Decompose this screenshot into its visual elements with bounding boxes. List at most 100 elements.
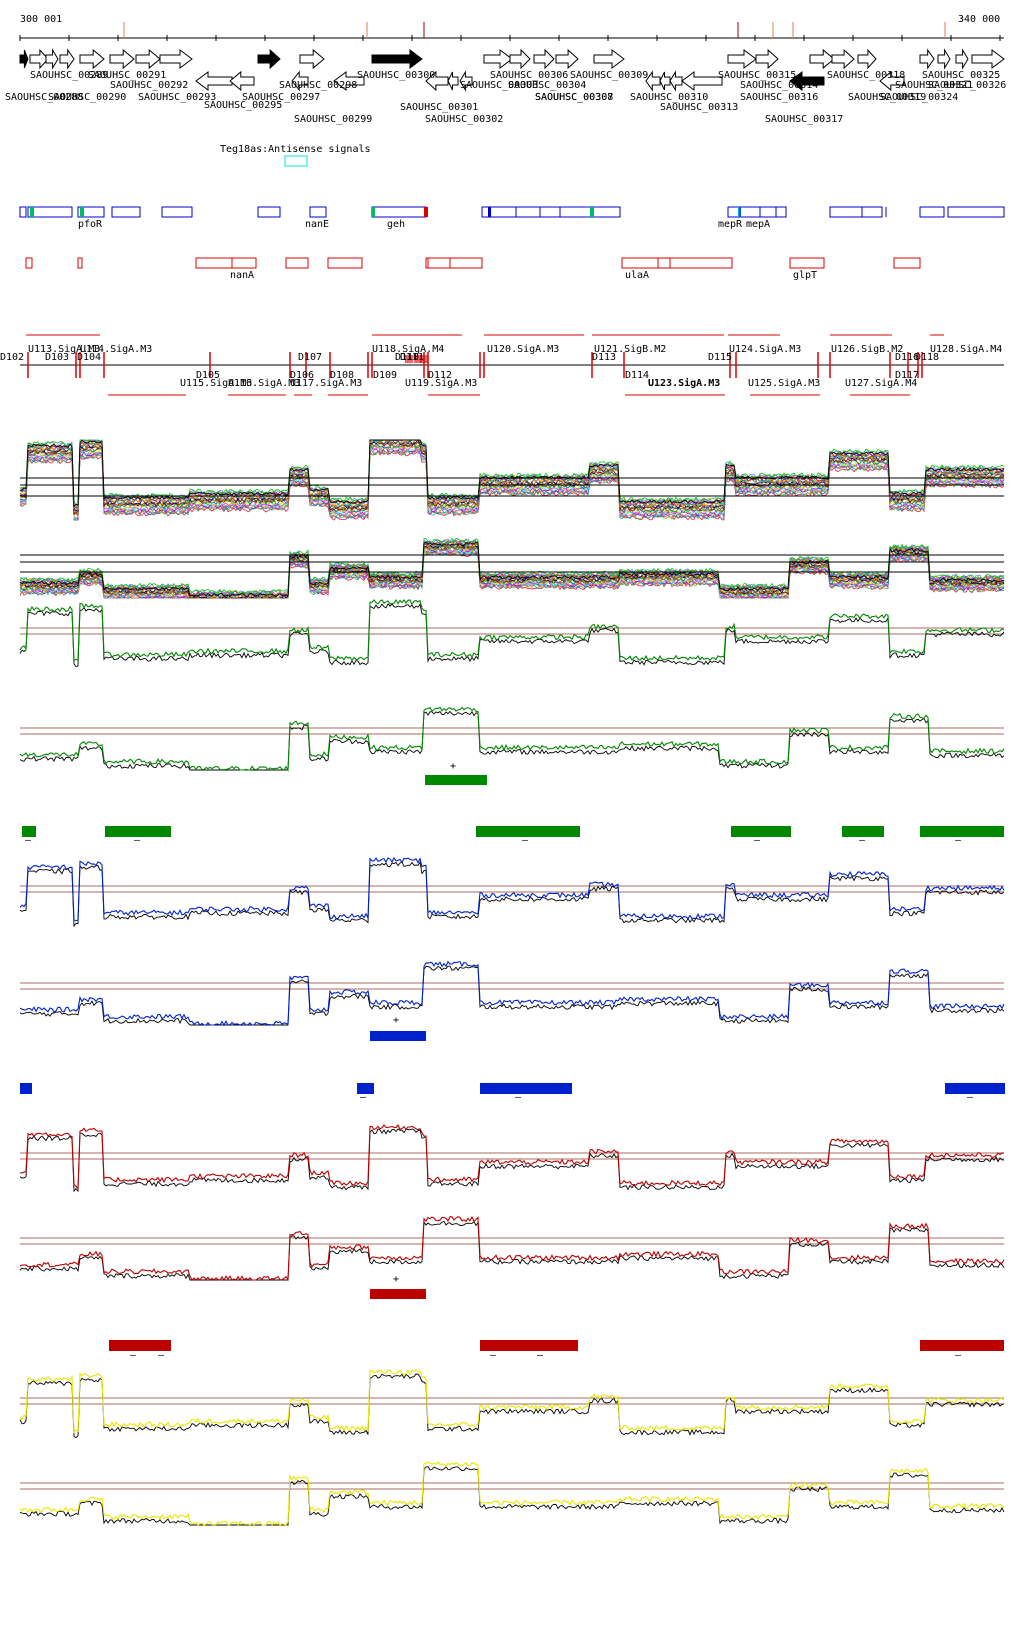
gene-arrow (447, 71, 459, 91)
minus-strand-bar (480, 1083, 572, 1094)
blue-feature-labels: pfoR nanE geh mepR mepA (78, 219, 770, 230)
segment-track: U113.SigA.M3 U114.SigA.M3 U118.SigA.M4 U… (0, 334, 1004, 396)
plus-strand-bar (370, 1289, 426, 1299)
minus-mark: – (754, 835, 761, 846)
segment-cluster (420, 355, 428, 363)
downshift-label: D108 (330, 370, 354, 381)
minus-mark: – (522, 835, 529, 846)
red-feature-box (231, 257, 257, 269)
segment-marks (26, 334, 944, 396)
minus-mark: – (537, 1350, 544, 1361)
gene-arrow (659, 71, 671, 91)
gene-arrow (291, 70, 309, 92)
antisense-signal-box (284, 155, 308, 167)
upshift-label: U114.SigA.M3 (80, 344, 152, 355)
gene-arrow (29, 48, 49, 70)
gene-track (19, 48, 1005, 92)
minus-strand-bar (731, 826, 791, 837)
feature-label: pfoR (78, 219, 103, 230)
gene-label: SAOUHSC_00321 (895, 80, 973, 91)
gene-label: SAOUHSC_00313 (660, 102, 738, 113)
red-feature-box (893, 257, 921, 269)
multi-trace (19, 438, 1005, 511)
gene-label: SAOUHSC_00297 (242, 92, 320, 103)
feature-label: mepA (746, 219, 770, 230)
gene-label: SAOUHSC_00302 (425, 114, 503, 125)
gene-arrow (59, 48, 75, 70)
downshift-label: D103 (45, 352, 69, 363)
gene-arrow (509, 48, 531, 70)
red-feature-box (621, 257, 733, 269)
multi-trace (19, 445, 1005, 520)
gene-label: SAOUHSC_00314 (740, 80, 818, 91)
condition-panels (19, 599, 1005, 1527)
blue-feature-box (371, 206, 427, 218)
gene-arrow (425, 70, 449, 92)
condition-trace-control (19, 860, 1005, 928)
gene-arrow (919, 48, 935, 70)
gene-label: SAOUHSC_00317 (765, 114, 843, 125)
downshift-label: D102 (0, 352, 24, 363)
upshift-label: U123.SigA.M3 (648, 377, 720, 389)
blue-feature-box (77, 206, 105, 218)
gene-label: SAOUHSC_00295 (204, 100, 282, 111)
minus-strand-bar (109, 1340, 171, 1351)
downshift-label: D104 (77, 352, 101, 363)
downshift-label: D111 (400, 352, 424, 363)
downshift-label: D117 (895, 370, 919, 381)
gene-arrow (195, 71, 233, 91)
minus-strand-bar (105, 826, 171, 837)
gene-arrow (831, 48, 855, 70)
gene-label: SAOUHSC_00306 (490, 70, 568, 81)
gene-label: SAOUHSC_00299 (294, 114, 372, 125)
gene-arrow (299, 48, 325, 70)
minus-mark: – (967, 1092, 974, 1103)
condition-trace (19, 599, 1005, 662)
gene-arrow (483, 49, 513, 69)
feature-label: ulaA (625, 270, 649, 281)
multi-trace (19, 541, 1005, 598)
red-feature-box (25, 257, 33, 269)
gene-label: SAOUHSC_00324 (880, 92, 958, 103)
multi-trace (19, 539, 1005, 596)
gene-label: SAOUHSC_00290 (48, 92, 126, 103)
minus-mark: – (515, 1092, 522, 1103)
downshift-label: D105 (196, 370, 220, 381)
blue-feature-tick (80, 207, 84, 217)
blue-feature-box (829, 206, 883, 218)
multi-trace (19, 440, 1005, 514)
gene-arrow (533, 48, 555, 70)
coordinate-axis: 300 001 340 000 (19, 14, 1004, 41)
gene-arrow (955, 48, 969, 70)
red-feature-track (25, 257, 921, 269)
antisense-label: Teg18as:Antisense signals (220, 144, 371, 155)
gene-label: SAOUHSC_00315 (718, 70, 796, 81)
feature-label: geh (387, 219, 405, 230)
plus-strand-bar (425, 775, 487, 785)
axis-ticks (19, 22, 1001, 41)
expression-panel-multi-forward (19, 438, 1005, 521)
strand-marks: + + + – – – – – – – – – – – – – – (25, 761, 974, 1361)
red-feature-box (789, 257, 825, 269)
minus-strand-bar (920, 1340, 1004, 1351)
gene-arrow (937, 48, 951, 70)
red-feature-box (327, 257, 363, 269)
upshift-label: U115.SigA.M3 (180, 378, 252, 389)
blue-feature-box (19, 206, 27, 218)
gene-arrow (789, 71, 825, 91)
gene-arrow (971, 49, 1005, 69)
gene-arrow (79, 48, 105, 70)
multi-trace (19, 444, 1005, 518)
upshift-label: U120.SigA.M3 (487, 344, 559, 355)
gene-label: SAOUHSC_00304 (508, 80, 586, 91)
gene-arrow (555, 48, 579, 70)
downshift-label: D116 (895, 352, 919, 363)
red-feature-box (195, 257, 257, 269)
gene-label: SAOUHSC_00310 (630, 92, 708, 103)
upshift-label: U121.SigB.M2 (594, 344, 666, 355)
gene-label: SAOUHSC_00316 (740, 92, 818, 103)
gene-arrow (371, 49, 423, 69)
gene-label: SAOUHSC_00298 (279, 80, 357, 91)
upshift-label: U125.SigA.M3 (748, 378, 820, 389)
upshift-label: U117.SigA.M3 (290, 378, 362, 389)
